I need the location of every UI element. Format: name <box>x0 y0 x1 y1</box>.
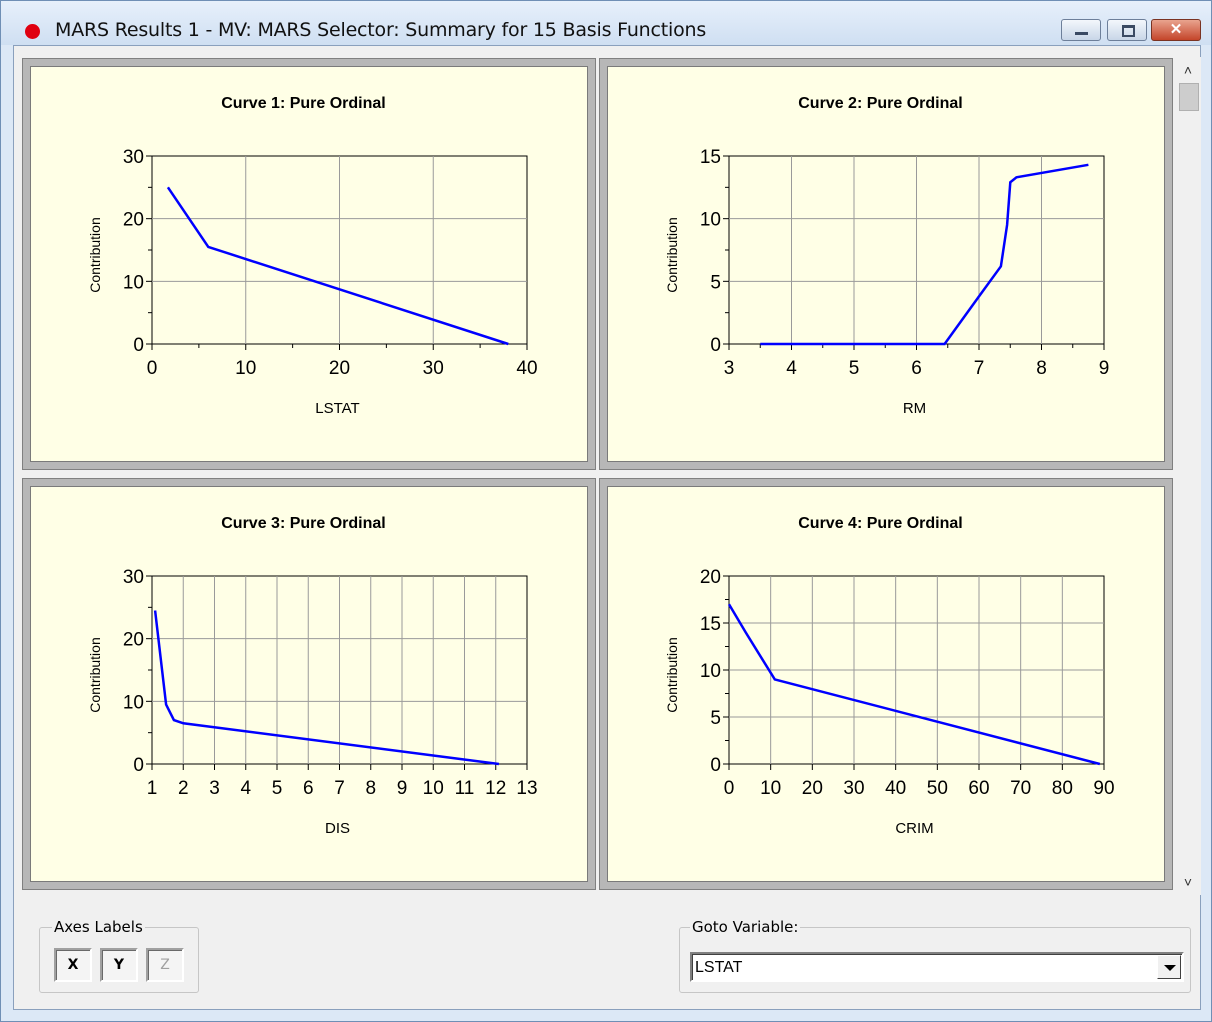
axes-labels-caption: Axes Labels <box>52 918 145 936</box>
scroll-down-icon[interactable]: ˅ <box>1183 874 1193 890</box>
x-tick-label: 12 <box>485 778 506 799</box>
x-tick-label: 3 <box>209 778 220 799</box>
goto-variable-select[interactable]: LSTAT <box>690 952 1184 982</box>
y-tick-label: 10 <box>700 661 721 682</box>
chart-panel-curve-4: Curve 4: Pure Ordinal 0 10 20 30 40 50 60 70 80 90… <box>599 478 1173 890</box>
close-icon[interactable]: ✕ <box>1151 19 1201 41</box>
chart-title: Curve 1: Pure Ordinal <box>221 95 386 112</box>
x-tick-label: 50 <box>927 778 948 799</box>
y-tick-label: 10 <box>123 692 144 713</box>
axis-y-toggle[interactable]: Y <box>100 948 138 982</box>
x-tick-label: 1 <box>147 778 158 799</box>
y-tick-label: 30 <box>123 567 144 588</box>
minimize-icon[interactable] <box>1061 19 1101 41</box>
series-line <box>166 186 509 346</box>
x-tick-label: 13 <box>516 778 537 799</box>
chart-svg: Curve 1: Pure Ordinal 0 10 20 30 40 0 10 20 30 LST… <box>87 95 538 417</box>
y-tick-label: 0 <box>710 755 721 776</box>
chart-panel-curve-1: Curve 1: Pure Ordinal 0 10 20 30 40 0 10 20 30 LST… <box>22 58 596 470</box>
x-tick-label: 11 <box>455 778 475 799</box>
y-tick-label: 20 <box>123 630 144 651</box>
y-tick-label: 15 <box>700 614 721 635</box>
y-axis-label: Contribution <box>664 637 680 713</box>
maximize-icon[interactable] <box>1107 19 1147 41</box>
x-tick-label: 7 <box>974 358 985 379</box>
x-tick-label: 90 <box>1093 778 1114 799</box>
red-dot-icon <box>25 24 40 39</box>
x-tick-label: 5 <box>272 778 283 799</box>
series-line <box>727 603 1101 766</box>
close-glyph: ✕ <box>1169 21 1183 38</box>
scroll-thumb[interactable] <box>1179 83 1199 111</box>
y-tick-label: 5 <box>710 272 721 293</box>
x-tick-label: 20 <box>329 358 350 379</box>
x-tick-label: 8 <box>1036 358 1047 379</box>
x-tick-label: 10 <box>235 358 256 379</box>
x-tick-label: 3 <box>724 358 735 379</box>
axes-labels-group: Axes Labels X Y Z <box>39 918 199 993</box>
x-tick-label: 30 <box>423 358 444 379</box>
chart-svg: Curve 2: Pure Ordinal 3 4 5 6 7 8 9 0 5 10 15 RM Cont… <box>664 95 1110 417</box>
x-axis-label: DIS <box>325 820 350 837</box>
y-axis-label: Contribution <box>87 217 103 293</box>
axis-x-toggle[interactable]: X <box>54 948 92 982</box>
chart-panel-curve-3: Curve 3: Pure Ordinal 1 2 3 4 5 6 7 8 9 10 11 12 13 0 1… <box>22 478 596 890</box>
x-tick-label: 10 <box>760 778 781 799</box>
x-tick-label: 30 <box>843 778 864 799</box>
y-axis-label: Contribution <box>87 637 103 713</box>
x-tick-label: 20 <box>802 778 823 799</box>
x-tick-label: 70 <box>1010 778 1031 799</box>
y-tick-label: 10 <box>123 272 144 293</box>
x-tick-label: 4 <box>786 358 797 379</box>
y-tick-label: 20 <box>700 567 721 588</box>
chart-title: Curve 2: Pure Ordinal <box>798 95 963 112</box>
x-tick-label: 40 <box>885 778 906 799</box>
y-tick-label: 10 <box>700 210 721 231</box>
x-tick-label: 60 <box>968 778 989 799</box>
title-bar[interactable]: MARS Results 1 - MV: MARS Selector: Summ… <box>1 1 1211 45</box>
series-line <box>153 610 500 766</box>
chart-panel-curve-2: Curve 2: Pure Ordinal 3 4 5 6 7 8 9 0 5 10 15 RM Cont… <box>599 58 1173 470</box>
goto-variable-caption: Goto Variable: <box>690 918 801 936</box>
scroll-up-icon[interactable]: ˄ <box>1183 62 1193 78</box>
series-line <box>760 163 1089 346</box>
y-axis-label: Contribution <box>664 217 680 293</box>
goto-variable-group: Goto Variable: LSTAT <box>679 918 1191 993</box>
chart-title: Curve 3: Pure Ordinal <box>221 515 386 532</box>
chart-title: Curve 4: Pure Ordinal <box>798 515 963 532</box>
chevron-down-icon[interactable] <box>1157 955 1181 979</box>
y-tick-label: 30 <box>123 147 144 168</box>
goto-variable-value: LSTAT <box>695 959 743 976</box>
x-tick-label: 9 <box>397 778 408 799</box>
x-axis-label: RM <box>903 400 926 417</box>
x-tick-label: 10 <box>423 778 444 799</box>
x-tick-label: 6 <box>303 778 314 799</box>
x-tick-label: 0 <box>147 358 158 379</box>
x-tick-label: 8 <box>365 778 376 799</box>
y-tick-label: 0 <box>133 755 144 776</box>
axis-z-toggle[interactable]: Z <box>146 948 184 982</box>
y-tick-label: 15 <box>700 147 721 168</box>
x-tick-label: 5 <box>849 358 860 379</box>
x-tick-label: 80 <box>1052 778 1073 799</box>
y-tick-label: 20 <box>123 210 144 231</box>
x-axis-label: CRIM <box>895 820 933 837</box>
x-tick-label: 9 <box>1099 358 1110 379</box>
vertical-scrollbar[interactable]: ˄ ˅ <box>1175 57 1201 895</box>
x-tick-label: 4 <box>240 778 251 799</box>
charts-area: Curve 1: Pure Ordinal 0 10 20 30 40 0 10 20 30 LST… <box>21 57 1173 895</box>
window-title: MARS Results 1 - MV: MARS Selector: Summ… <box>55 19 707 41</box>
x-tick-label: 0 <box>724 778 735 799</box>
x-tick-label: 2 <box>178 778 189 799</box>
x-tick-label: 7 <box>334 778 345 799</box>
y-tick-label: 5 <box>710 708 721 729</box>
y-tick-label: 0 <box>710 335 721 356</box>
x-axis-label: LSTAT <box>315 400 359 417</box>
x-tick-label: 6 <box>911 358 922 379</box>
y-tick-label: 0 <box>133 335 144 356</box>
x-tick-label: 40 <box>516 358 537 379</box>
